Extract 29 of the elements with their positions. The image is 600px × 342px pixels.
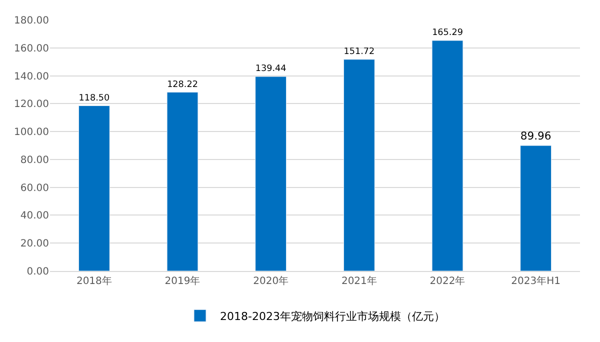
y-tick-label: 40.00 bbox=[20, 210, 49, 222]
bar bbox=[520, 145, 552, 271]
bar bbox=[432, 40, 464, 271]
y-tick-label: 140.00 bbox=[14, 71, 49, 82]
y-tick-label: 0.00 bbox=[26, 266, 49, 278]
x-tick-label: 2022年 bbox=[430, 275, 466, 287]
y-tick-label: 20.00 bbox=[20, 238, 49, 250]
x-tick-label: 2021年 bbox=[341, 275, 377, 287]
data-label: 118.50 bbox=[78, 93, 110, 104]
bar bbox=[343, 59, 375, 271]
legend-label: 2018-2023年宠物饲料行业市场规模（亿元） bbox=[220, 310, 445, 323]
y-tick-label: 120.00 bbox=[14, 99, 49, 110]
y-tick-label: 60.00 bbox=[20, 182, 49, 194]
data-label: 89.96 bbox=[520, 130, 552, 143]
y-tick-label: 100.00 bbox=[14, 127, 49, 138]
bar bbox=[78, 106, 110, 271]
bar bbox=[166, 92, 198, 271]
data-label: 165.29 bbox=[432, 28, 463, 38]
x-tick-label: 2018年 bbox=[76, 275, 112, 287]
data-label: 128.22 bbox=[167, 80, 198, 90]
data-label: 139.44 bbox=[255, 64, 287, 74]
x-tick-label: 2020年 bbox=[253, 275, 289, 287]
bar bbox=[255, 76, 287, 271]
y-tick-label: 180.00 bbox=[14, 16, 49, 26]
data-label: 151.72 bbox=[344, 47, 375, 58]
y-tick-label: 160.00 bbox=[14, 43, 49, 54]
x-tick-label: 2019年 bbox=[164, 275, 200, 287]
x-tick-label: 2023年H1 bbox=[511, 275, 560, 287]
y-tick-label: 80.00 bbox=[20, 154, 49, 166]
